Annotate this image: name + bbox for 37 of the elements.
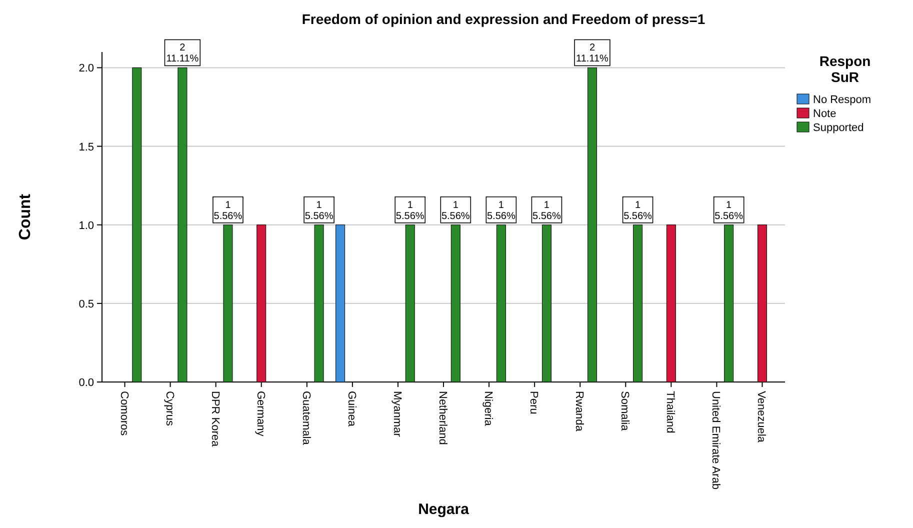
y-tick-label: 0.5: [78, 298, 94, 310]
y-axis-title: Count: [17, 193, 34, 240]
x-tick-label: Myanmar: [390, 391, 403, 438]
x-tick-label: United Emirate Arab: [710, 391, 722, 490]
x-tick-label: Rwanda: [573, 391, 586, 432]
x-tick-label: Peru: [528, 391, 540, 414]
y-tick-label: 1.0: [78, 220, 94, 232]
x-tick-label: Guatemala: [300, 391, 312, 446]
y-tick-label: 2.0: [78, 62, 94, 75]
x-tick-label: Cyprus: [163, 391, 176, 426]
legend-label: Note: [813, 108, 836, 120]
x-tick-label: Venezuela: [755, 391, 768, 444]
x-tick-label: Netherland: [436, 391, 448, 445]
x-tick-label: Somalia: [618, 391, 631, 432]
x-tick-label: Nigeria: [482, 391, 494, 427]
legend-label: Supported: [813, 122, 864, 134]
data-label: 1 5.56%: [441, 200, 470, 222]
legend-label: No Respom: [813, 94, 872, 106]
x-tick-label: Comoros: [118, 391, 130, 436]
x-tick-label: Germany: [254, 391, 266, 437]
data-label: 1 5.56%: [304, 200, 334, 222]
y-tick-label: 1.5: [78, 141, 94, 154]
data-label: 1 5.56%: [396, 200, 424, 222]
x-tick-label: Thailand: [664, 391, 676, 434]
data-label: 1 5.56%: [532, 200, 561, 222]
data-label: 1 5.56%: [214, 200, 242, 222]
x-tick-label: DPR Korea: [208, 391, 221, 448]
data-label: 2 11.11%: [166, 42, 199, 65]
legend-title: Respon SuR: [819, 53, 871, 85]
data-label: 2 11.11%: [576, 42, 609, 65]
data-label: 1 5.56%: [624, 200, 652, 222]
y-tick-label: 0.0: [78, 377, 94, 389]
x-tick-label: Guinea: [345, 391, 358, 428]
chart-title: Freedom of opinion and expression and Freedom of press=1: [302, 11, 706, 27]
data-label: 1 5.56%: [486, 200, 516, 222]
data-label: 1 5.56%: [714, 200, 744, 222]
x-axis-title: Negara: [418, 501, 470, 518]
